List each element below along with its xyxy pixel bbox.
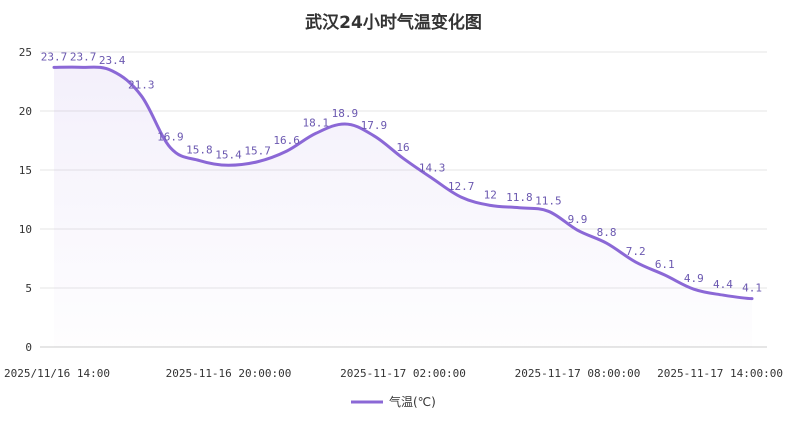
x-tick-label: 2025-11-17 08:00:00 bbox=[515, 367, 641, 380]
x-tick-label: 2025-11-17 14:00:00 bbox=[657, 367, 783, 380]
data-label: 23.4 bbox=[99, 54, 126, 67]
data-label: 16 bbox=[396, 141, 409, 154]
data-label: 8.8 bbox=[597, 226, 617, 239]
data-label: 21.3 bbox=[128, 79, 155, 92]
data-label: 23.7 bbox=[41, 50, 68, 63]
data-label: 12.7 bbox=[448, 180, 475, 193]
y-tick-label: 25 bbox=[19, 46, 32, 59]
data-label: 4.9 bbox=[684, 272, 704, 285]
data-label: 16.6 bbox=[273, 134, 300, 147]
chart-title: 武汉24小时气温变化图 bbox=[305, 13, 482, 33]
data-label: 15.8 bbox=[186, 144, 213, 157]
data-label: 11.5 bbox=[535, 194, 562, 207]
data-label: 12 bbox=[484, 188, 497, 201]
y-tick-label: 5 bbox=[25, 282, 32, 295]
data-labels: 23.7 23.7 23.421.316.915.8 15.4 15.716.618.1… bbox=[41, 50, 762, 294]
data-label: 4.1 bbox=[742, 282, 762, 295]
data-label: 11.8 bbox=[506, 191, 533, 204]
x-tick-label: 2025-11-17 02:00:00 bbox=[340, 367, 466, 380]
legend[interactable]: 气温(℃) bbox=[351, 394, 436, 409]
y-tick-labels: 0 5 10 15 20 25 bbox=[19, 46, 32, 354]
legend-label: 气温(℃) bbox=[389, 394, 436, 409]
data-label: 14.3 bbox=[419, 161, 446, 174]
data-label: 6.1 bbox=[655, 258, 675, 271]
data-label: 15.4 bbox=[215, 148, 242, 161]
series-line bbox=[52, 65, 754, 301]
y-tick-label: 20 bbox=[19, 105, 32, 118]
data-label: 15.7 bbox=[244, 145, 271, 158]
data-label: 16.9 bbox=[157, 131, 184, 144]
series-area bbox=[54, 67, 752, 347]
data-label: 18.9 bbox=[332, 107, 359, 120]
y-tick-label: 10 bbox=[19, 223, 32, 236]
data-label: 4.4 bbox=[713, 278, 733, 291]
data-label: 9.9 bbox=[568, 213, 588, 226]
x-tick-label: 2025/11/16 14:00 bbox=[4, 367, 110, 380]
y-tick-label: 15 bbox=[19, 164, 32, 177]
series-temperature bbox=[52, 65, 754, 347]
x-tick-labels: 2025/11/16 14:00 2025-11-16 20:00:00 2025-… bbox=[4, 367, 783, 380]
x-tick-label: 2025-11-16 20:00:00 bbox=[166, 367, 292, 380]
data-label: 17.9 bbox=[361, 119, 388, 132]
data-label: 18.1 bbox=[303, 116, 330, 129]
y-tick-label: 0 bbox=[25, 341, 32, 354]
data-label: 7.2 bbox=[626, 245, 646, 258]
data-label: 23.7 bbox=[70, 50, 97, 63]
